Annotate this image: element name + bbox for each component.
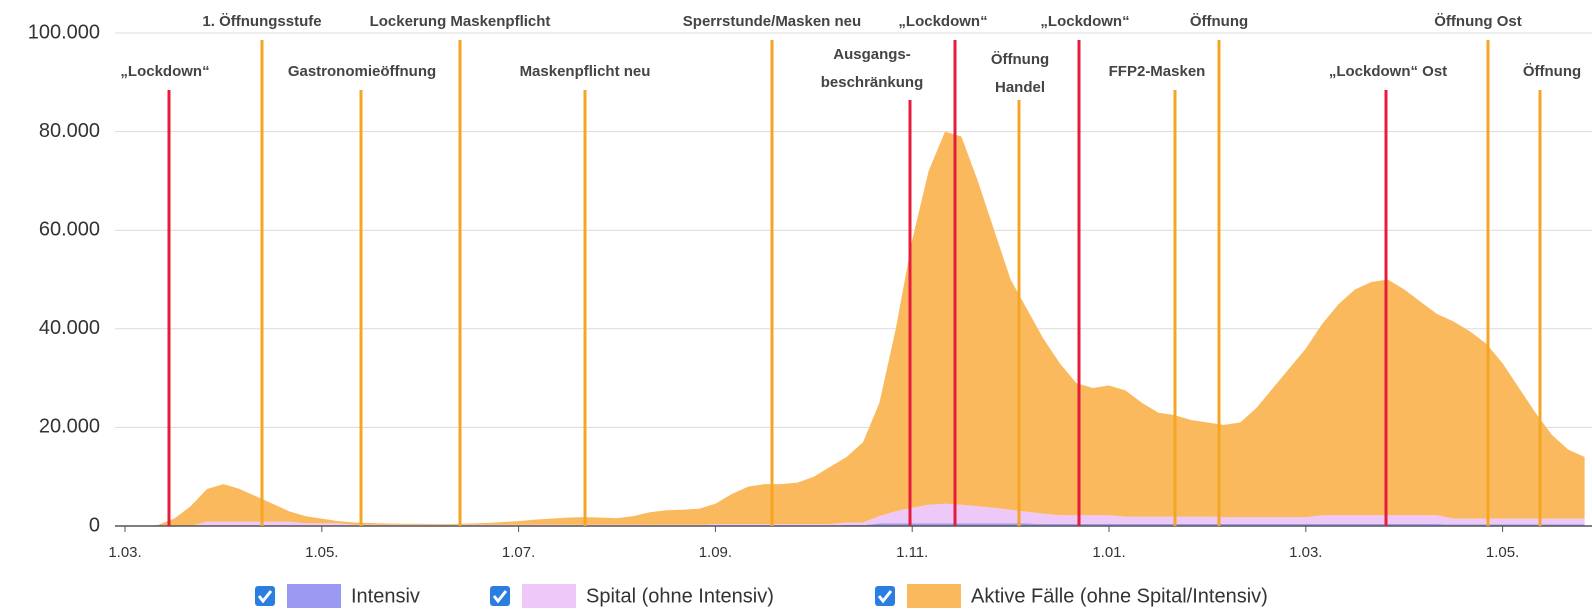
x-tick-label: 1.09.: [699, 544, 732, 561]
annotation-label-bg: [1037, 11, 1133, 31]
checkbox-check: [257, 590, 273, 604]
annotation-label: Öffnung Ost: [1434, 13, 1521, 30]
checkbox-box: [255, 586, 275, 606]
annotation-label-bg: [991, 77, 1049, 97]
y-tick-label: 40.000: [39, 317, 100, 339]
x-tick-label: 1.11.: [896, 544, 928, 561]
annotation-label-bg: [895, 11, 991, 31]
x-tick-label: 1.03.: [1289, 544, 1322, 561]
annotation-label-bg: [987, 49, 1053, 69]
y-tick-label: 0: [89, 514, 100, 536]
annotation-label-bg: [1519, 61, 1585, 81]
annotation-label: „Lockdown“: [898, 13, 987, 30]
annotation-label-bg: [817, 72, 927, 92]
annotation-label: FFP2-Masken: [1109, 63, 1206, 80]
annotation-label-bg: [366, 11, 554, 31]
x-tick-label: 1.07.: [502, 544, 535, 561]
y-tick-label: 60.000: [39, 218, 100, 240]
annotation-label: Ausgangs-: [833, 46, 911, 63]
annotation-label-bg: [1186, 11, 1252, 31]
annotation-label: Öffnung: [1190, 13, 1248, 30]
annotation-label-bg: [1431, 11, 1525, 31]
y-tick-label: 20.000: [39, 416, 100, 438]
legend-swatch: [522, 584, 576, 608]
checkbox-box: [490, 586, 510, 606]
annotation-label-bg: [1105, 61, 1209, 81]
annotation-label: Öffnung: [991, 51, 1049, 68]
annotation-label-bg: [199, 11, 325, 31]
annotation-label: Maskenpflicht neu: [520, 63, 651, 80]
annotation-label: Handel: [995, 79, 1045, 96]
annotation-label-bg: [1325, 61, 1451, 81]
annotation-label: Gastronomieöffnung: [288, 63, 436, 80]
annotation-label: Lockerung Maskenpflicht: [370, 13, 551, 30]
x-tick-label: 1.03.: [108, 544, 141, 561]
annotation-label: „Lockdown“: [120, 63, 209, 80]
x-tick-label: 1.05.: [1486, 544, 1519, 561]
annotation-label: Öffnung: [1523, 63, 1581, 80]
legend-label: Intensiv: [351, 585, 420, 607]
y-tick-label: 80.000: [39, 120, 100, 142]
annotation-label: Sperrstunde/Masken neu: [683, 13, 861, 30]
legend-label: Aktive Fälle (ohne Spital/Intensiv): [971, 585, 1268, 607]
legend-swatch: [287, 584, 341, 608]
annotation-label: „Lockdown“ Ost: [1329, 63, 1447, 80]
legend-checkbox[interactable]: [255, 586, 275, 606]
legend-checkbox[interactable]: [875, 586, 895, 606]
x-tick-label: 1.05.: [305, 544, 338, 561]
annotation-label-bg: [284, 61, 440, 81]
legend-swatch: [907, 584, 961, 608]
annotation-label: beschränkung: [821, 74, 924, 91]
checkbox-check: [877, 590, 893, 604]
checkbox-check: [492, 590, 508, 604]
annotation-label-bg: [117, 61, 213, 81]
checkbox-box: [875, 586, 895, 606]
annotation-label-bg: [516, 61, 654, 81]
y-tick-label: 100.000: [28, 21, 100, 43]
annotation-label-bg: [830, 44, 914, 64]
x-tick-label: 1.01.: [1092, 544, 1125, 561]
legend-label: Spital (ohne Intensiv): [586, 585, 774, 607]
annotation-label-bg: [679, 11, 865, 31]
annotation-label: 1. Öffnungsstufe: [202, 13, 321, 30]
annotation-label: „Lockdown“: [1040, 13, 1129, 30]
legend-checkbox[interactable]: [490, 586, 510, 606]
